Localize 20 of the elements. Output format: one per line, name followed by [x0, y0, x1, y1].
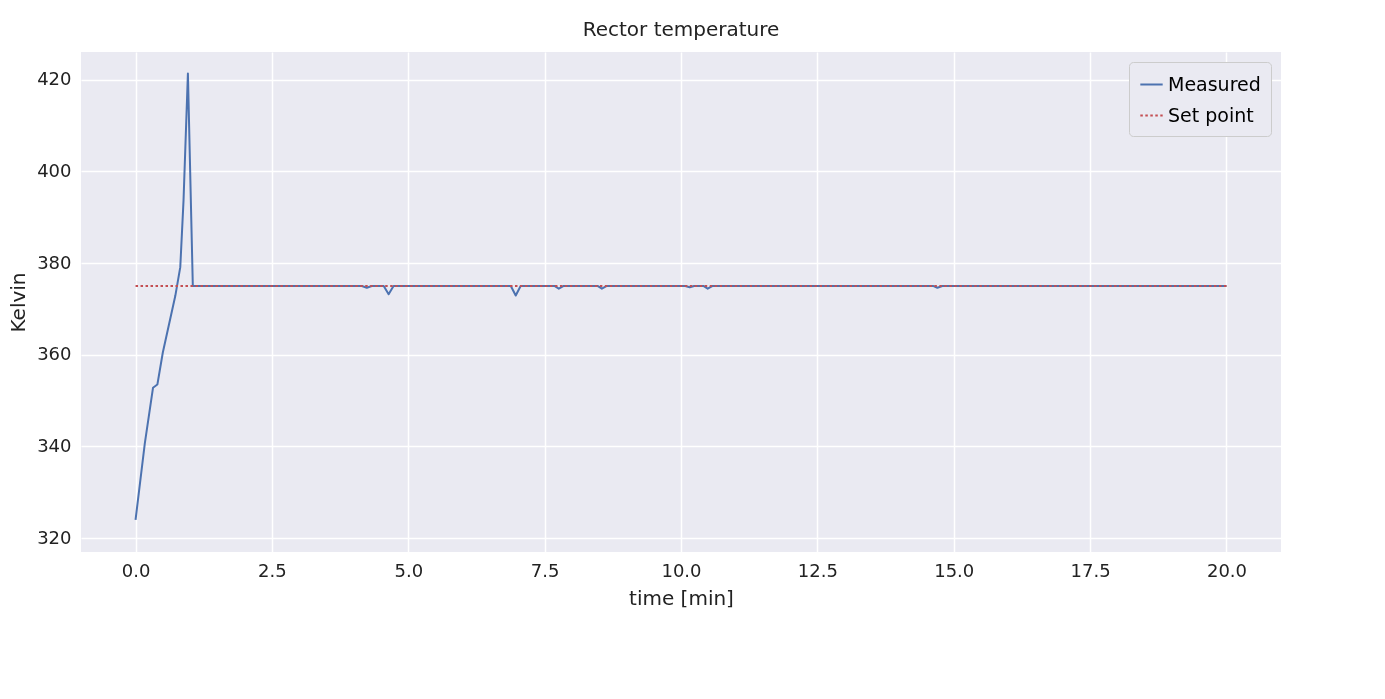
y-axis-title: Kelvin — [6, 272, 31, 333]
x-tick-label: 0.0 — [121, 559, 151, 581]
x-tick-label: 12.5 — [797, 559, 838, 581]
x-tick-label: 5.0 — [394, 559, 424, 581]
y-tick-label: 320 — [37, 526, 72, 548]
chart-title: Rector temperature — [582, 17, 780, 41]
y-tick-label: 360 — [37, 343, 72, 365]
y-tick-label: 420 — [37, 68, 72, 90]
x-tick-label: 2.5 — [258, 559, 287, 581]
legend-label: Measured — [1168, 72, 1261, 95]
legend-label: Set point — [1168, 103, 1254, 126]
x-tick-label: 20.0 — [1206, 559, 1247, 581]
y-tick-label: 400 — [37, 159, 72, 181]
x-axis-title: time [min] — [629, 585, 734, 610]
y-tick-label: 380 — [37, 251, 72, 273]
x-tick-label: 7.5 — [530, 559, 560, 581]
x-tick-label: 15.0 — [934, 559, 975, 581]
y-tick-label: 340 — [37, 435, 72, 456]
x-tick-label: 10.0 — [661, 559, 702, 581]
x-tick-label: 17.5 — [1070, 559, 1111, 581]
